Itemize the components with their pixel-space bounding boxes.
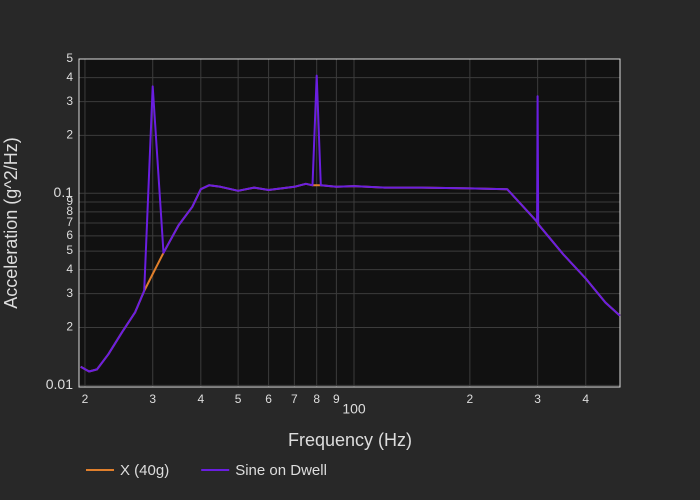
y-tick-label: 7 (66, 215, 73, 229)
x-tick-label: 2 (467, 392, 474, 406)
x-tick-label: 3 (534, 392, 541, 406)
y-tick-label: 3 (66, 286, 73, 300)
y-tick-label: 5 (66, 243, 73, 257)
x-tick-label: 9 (333, 392, 340, 406)
x-tick-label: 7 (291, 392, 298, 406)
y-tick-label: 8 (66, 204, 73, 218)
y-tick-label: 0.01 (46, 376, 73, 392)
x-tick-label: 4 (582, 392, 589, 406)
y-tick-label: 4 (66, 70, 73, 84)
legend-label: X (40g) (120, 462, 169, 479)
legend-label: Sine on Dwell (235, 462, 327, 479)
y-tick-label: 9 (66, 194, 73, 208)
series-line (80, 74, 621, 373)
x-tick-label: 4 (197, 392, 204, 406)
y-tick-label: 2 (66, 320, 73, 334)
y-tick-label: 2 (66, 128, 73, 142)
y-tick-label: 4 (66, 262, 73, 276)
y-tick-label: 6 (66, 228, 73, 242)
x-tick-label: 5 (235, 392, 242, 406)
y-axis-title: Acceleration (g^2/Hz) (1, 137, 21, 309)
y-tick-label: 0.1 (54, 184, 74, 200)
y-tick-label: 3 (66, 94, 73, 108)
x-tick-label: 2 (82, 392, 89, 406)
x-tick-label: 6 (265, 392, 272, 406)
x-tick-label: 8 (313, 392, 320, 406)
x-tick-label: 100 (342, 401, 366, 417)
x-tick-label: 3 (149, 392, 156, 406)
y-tick-label: 5 (66, 51, 73, 65)
plot-border (78, 58, 621, 388)
x-axis-title: Frequency (Hz) (288, 430, 412, 450)
